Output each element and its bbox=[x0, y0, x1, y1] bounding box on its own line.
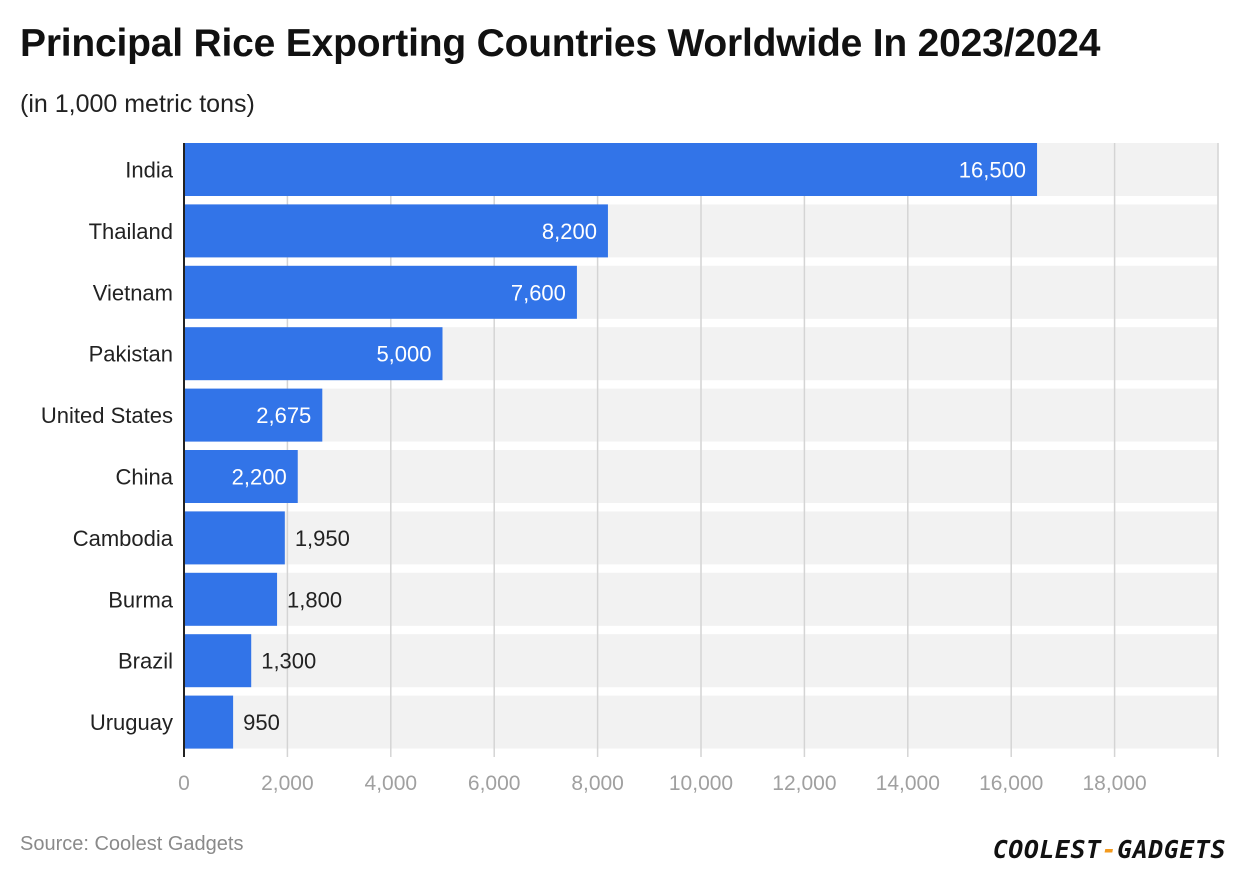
category-label: Uruguay bbox=[90, 710, 173, 735]
chart-subtitle: (in 1,000 metric tons) bbox=[20, 90, 255, 118]
category-label: United States bbox=[41, 403, 173, 428]
source-note: Source: Coolest Gadgets bbox=[20, 833, 244, 855]
x-tick-label: 2,000 bbox=[261, 772, 314, 795]
bar bbox=[184, 450, 298, 503]
x-tick-label: 16,000 bbox=[979, 772, 1043, 795]
brand-logo: COOLEST-GADGETS bbox=[993, 835, 1226, 864]
bar bbox=[184, 695, 234, 749]
bar bbox=[184, 265, 577, 319]
data-label: 1,300 bbox=[261, 649, 316, 674]
bar bbox=[184, 634, 252, 688]
x-tick-label: 0 bbox=[178, 772, 190, 795]
x-tick-label: 14,000 bbox=[876, 772, 940, 795]
x-tick-label: 12,000 bbox=[772, 772, 836, 795]
chart-title: Principal Rice Exporting Countries World… bbox=[20, 22, 1101, 65]
bar bbox=[184, 511, 285, 565]
category-label: Cambodia bbox=[73, 526, 174, 551]
category-label: Thailand bbox=[89, 219, 173, 244]
logo-dash: - bbox=[1101, 835, 1118, 864]
x-tick-label: 8,000 bbox=[571, 772, 624, 795]
x-tick-label: 4,000 bbox=[365, 772, 418, 795]
data-label: 950 bbox=[243, 710, 280, 735]
data-label: 1,800 bbox=[287, 587, 342, 612]
x-tick-label: 10,000 bbox=[669, 772, 733, 795]
category-label: Brazil bbox=[118, 649, 173, 674]
data-label: 5,000 bbox=[376, 342, 431, 367]
data-label: 2,200 bbox=[232, 465, 287, 490]
data-label: 1,950 bbox=[295, 526, 350, 551]
bar bbox=[184, 572, 278, 626]
bar bbox=[184, 143, 1038, 196]
category-label: China bbox=[116, 465, 174, 490]
category-label: Pakistan bbox=[89, 342, 173, 367]
data-label: 16,500 bbox=[959, 158, 1026, 183]
bar bbox=[184, 388, 323, 442]
x-tick-label: 18,000 bbox=[1082, 772, 1146, 795]
bar bbox=[184, 204, 608, 258]
category-label: Vietnam bbox=[93, 280, 173, 305]
data-label: 7,600 bbox=[511, 280, 566, 305]
category-label: Burma bbox=[108, 587, 174, 612]
logo-text-part2: GADGETS bbox=[1117, 835, 1226, 864]
category-label: India bbox=[125, 158, 173, 183]
data-label: 8,200 bbox=[542, 219, 597, 244]
data-label: 2,675 bbox=[256, 403, 311, 428]
x-tick-label: 6,000 bbox=[468, 772, 521, 795]
logo-text-part1: COOLEST bbox=[992, 835, 1102, 864]
bar bbox=[184, 327, 443, 381]
